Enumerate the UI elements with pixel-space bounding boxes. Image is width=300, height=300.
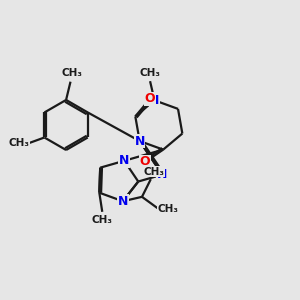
Text: CH₃: CH₃	[9, 138, 30, 148]
Text: CH₃: CH₃	[92, 215, 113, 225]
Text: CH₃: CH₃	[140, 68, 160, 78]
Text: O: O	[145, 92, 155, 105]
Text: CH₃: CH₃	[143, 167, 164, 177]
Text: N: N	[149, 94, 160, 107]
Text: N: N	[118, 195, 128, 208]
Text: O: O	[140, 155, 150, 169]
Text: N: N	[157, 168, 167, 181]
Text: CH₃: CH₃	[158, 204, 179, 214]
Text: N: N	[134, 135, 145, 148]
Text: CH₃: CH₃	[61, 68, 82, 78]
Text: N: N	[119, 154, 129, 167]
